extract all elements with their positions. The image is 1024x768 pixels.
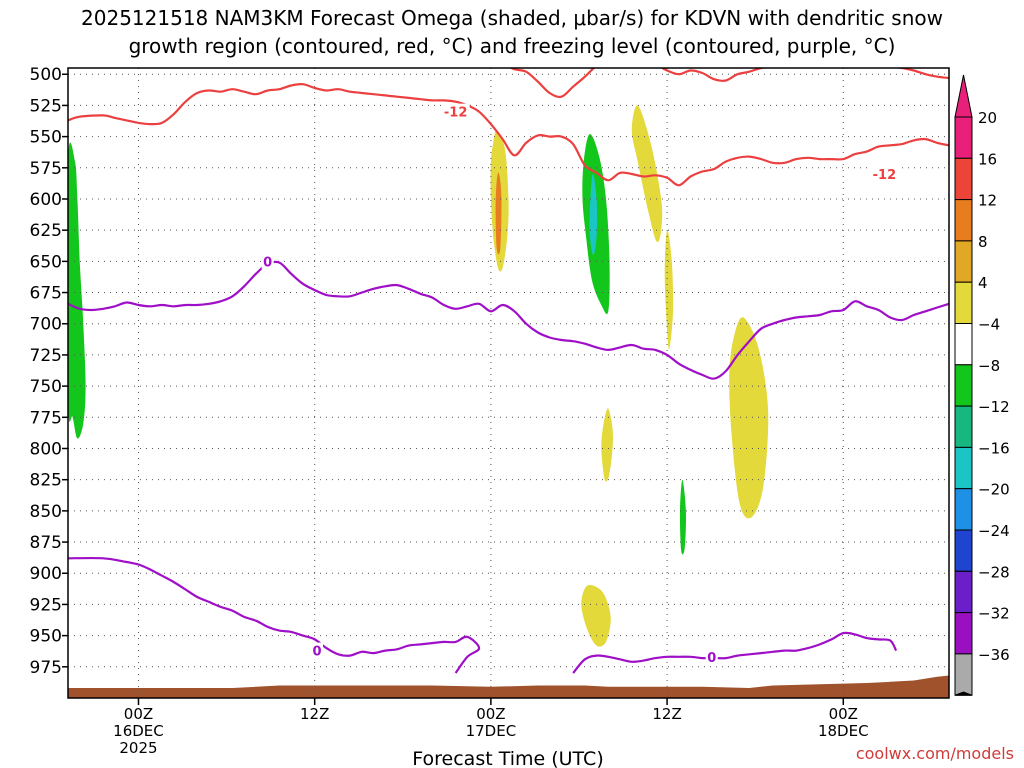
y-tick-label: 975 [30,658,62,678]
colorbar-label: 4 [978,274,988,292]
y-tick-label: 625 [30,221,62,241]
colorbar-segment [954,405,973,448]
y-tick-label: 700 [30,315,62,335]
y-tick-label: 850 [30,502,62,522]
omega-orange-a [495,172,502,255]
colorbar-bottom-arrow [954,691,973,696]
colorbar-segment [954,116,973,159]
freezing-lower-right-label-bg [705,648,718,665]
contour-layer: -12 -12 0 0 0 [68,68,949,674]
credit-text: coolwx.com/models [855,744,1014,763]
x-tick-date-label: 17DEC [466,722,517,740]
x-tick-label: 00Z [476,705,505,723]
x-tick-label: 12Z [652,705,681,723]
y-tick-label: 575 [30,159,62,179]
colorbar-label: 8 [978,233,988,251]
colorbar-segment [954,157,973,201]
terrain-layer [68,675,949,698]
freezing-lower-right-label: 0 [707,651,716,666]
omega-yellow-d [664,230,674,350]
colorbar-label: −24 [978,522,1010,540]
omega-shading-layer [68,105,769,647]
omega-green-west [68,142,86,439]
colorbar: 20 16 12 8 4 −4 −8 −12 −16 −20 −24 −28 −32 −36 [954,74,1010,696]
freezing-lower-label: 0 [313,645,322,660]
colorbar-segment [954,240,973,283]
y-tick-label: 600 [30,190,62,210]
dgz-top-label-bg [870,166,899,183]
y-tick-label: 500 [30,65,62,85]
dgz-top-line [68,83,949,187]
colorbar-label: −28 [978,563,1010,581]
colorbar-segment [954,364,973,407]
y-tick-label: 750 [30,377,62,397]
x-tick-label: 12Z [300,705,329,723]
colorbar-label: 16 [978,150,997,168]
freezing-upper-line [68,260,949,380]
dgz-top-label-bg [441,103,470,120]
dgz-upper-line [508,68,949,99]
freezing-upper-label-bg [261,253,274,270]
plot-frame [67,67,950,699]
colorbar-top-arrow [954,74,973,118]
colorbar-label: −12 [978,398,1010,416]
x-tick-date-label: 18DEC [818,722,869,740]
x-tick-label: 00Z [829,705,858,723]
omega-yellow-h [581,585,611,647]
freezing-upper-label: 0 [263,255,272,270]
omega-yellow-e [729,317,769,519]
y-tick-label: 525 [30,96,62,116]
y-tick-label: 925 [30,595,62,615]
colorbar-segment [954,653,973,696]
x-tick-label: 00Z [124,705,153,723]
colorbar-segment [954,612,973,655]
terrain-fill [68,675,949,698]
colorbar-label: −20 [978,481,1010,499]
y-tick-label: 650 [30,252,62,272]
y-tick-label: 900 [30,564,62,584]
dgz-top-label: -12 [873,168,897,183]
colorbar-label: −4 [978,316,1000,334]
colorbar-label: −32 [978,605,1010,623]
colorbar-label: 12 [978,192,997,210]
colorbar-segment [954,570,973,614]
chart-title-line-2: growth region (contoured, red, °C) and f… [128,34,896,58]
colorbar-segment [954,199,973,242]
y-tick-label: 775 [30,408,62,428]
freezing-lower-label-bg [311,642,324,659]
y-tick-label: 875 [30,533,62,553]
colorbar-segment [954,488,973,531]
freezing-lower-right-line [572,631,898,674]
colorbar-segment [954,446,973,490]
x-tick-year-label: 2025 [119,739,157,757]
colorbar-segment [954,323,973,366]
x-axis-label: Forecast Time (UTC) [412,748,603,768]
y-tick-label: 800 [30,439,62,459]
colorbar-label: −36 [978,646,1010,664]
omega-teal-b [589,173,598,256]
x-tick-date-label: 16DEC [113,722,164,740]
chart-title-line-1: 2025121518 NAM3KM Forecast Omega (shaded… [81,6,943,30]
y-tick-label: 550 [30,128,62,148]
omega-yellow-c [631,105,663,243]
y-tick-label: 825 [30,471,62,491]
y-axis: 500 525 550 575 600 625 650 675 700 725 750 775 800 8… [30,65,68,678]
omega-yellow-f [601,408,614,482]
colorbar-label: −16 [978,439,1010,457]
grid-layer [68,68,949,698]
y-tick-label: 675 [30,284,62,304]
colorbar-label: −8 [978,357,1000,375]
dgz-top-label: -12 [444,106,468,121]
colorbar-segment [954,281,973,325]
omega-green-g [679,479,687,555]
y-tick-label: 950 [30,627,62,647]
colorbar-label: 20 [978,109,997,127]
freezing-lower-line [68,556,481,674]
y-tick-label: 725 [30,346,62,366]
colorbar-segment [954,529,973,572]
